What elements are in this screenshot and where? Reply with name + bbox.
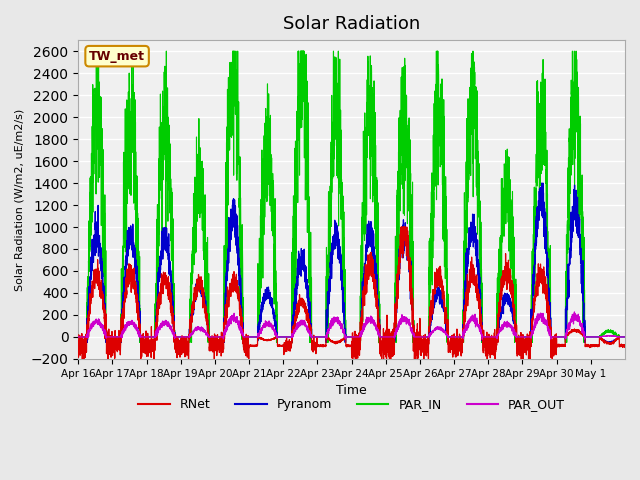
Title: Solar Radiation: Solar Radiation	[283, 15, 420, 33]
X-axis label: Time: Time	[336, 384, 367, 397]
Y-axis label: Solar Radiation (W/m2, uE/m2/s): Solar Radiation (W/m2, uE/m2/s)	[15, 108, 25, 291]
Legend: RNet, Pyranom, PAR_IN, PAR_OUT: RNet, Pyranom, PAR_IN, PAR_OUT	[133, 394, 570, 417]
Text: TW_met: TW_met	[89, 49, 145, 63]
